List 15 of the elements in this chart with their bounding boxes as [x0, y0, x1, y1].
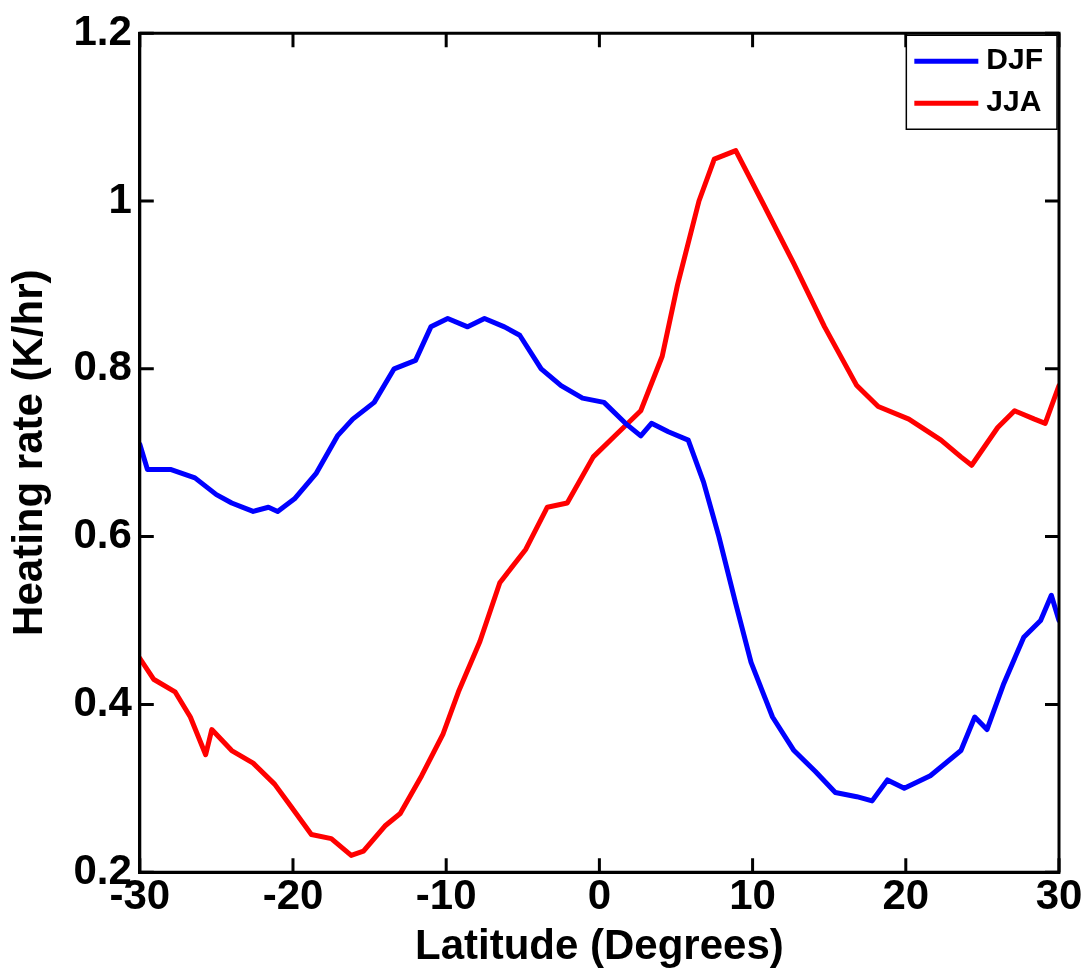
- y-tick-label: 1.2: [73, 6, 132, 54]
- legend-label: JJA: [986, 84, 1042, 118]
- x-tick-label: 0: [587, 870, 612, 918]
- y-axis-title: Heating rate (K/hr): [3, 269, 51, 636]
- x-axis-title: Latitude (Degrees): [415, 921, 784, 969]
- y-tick-label: 0.8: [73, 342, 132, 390]
- x-tick-label: 30: [1035, 870, 1083, 918]
- x-tick-label: 10: [729, 870, 776, 918]
- x-tick-label: 20: [882, 870, 930, 918]
- legend-label: DJF: [986, 42, 1044, 76]
- y-tick-label: 1: [108, 174, 132, 222]
- x-tick-label: -20: [262, 870, 324, 918]
- y-tick-label: 0.6: [73, 510, 132, 558]
- x-tick-label: -10: [415, 870, 477, 918]
- y-tick-label: 0.4: [73, 677, 133, 725]
